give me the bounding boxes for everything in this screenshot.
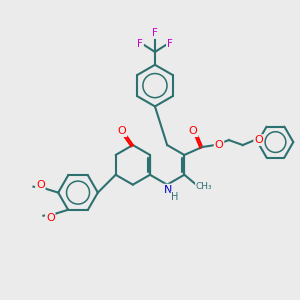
Text: O: O <box>36 180 45 190</box>
Text: F: F <box>137 39 143 49</box>
Text: N: N <box>164 184 172 195</box>
Text: CH₃: CH₃ <box>196 182 212 191</box>
Text: O: O <box>254 135 263 145</box>
Text: O: O <box>189 126 198 136</box>
Text: O: O <box>46 213 55 223</box>
Text: O: O <box>214 140 224 150</box>
Text: O: O <box>118 126 126 136</box>
Text: H: H <box>171 192 179 202</box>
Text: F: F <box>167 39 173 49</box>
Text: F: F <box>152 28 158 38</box>
